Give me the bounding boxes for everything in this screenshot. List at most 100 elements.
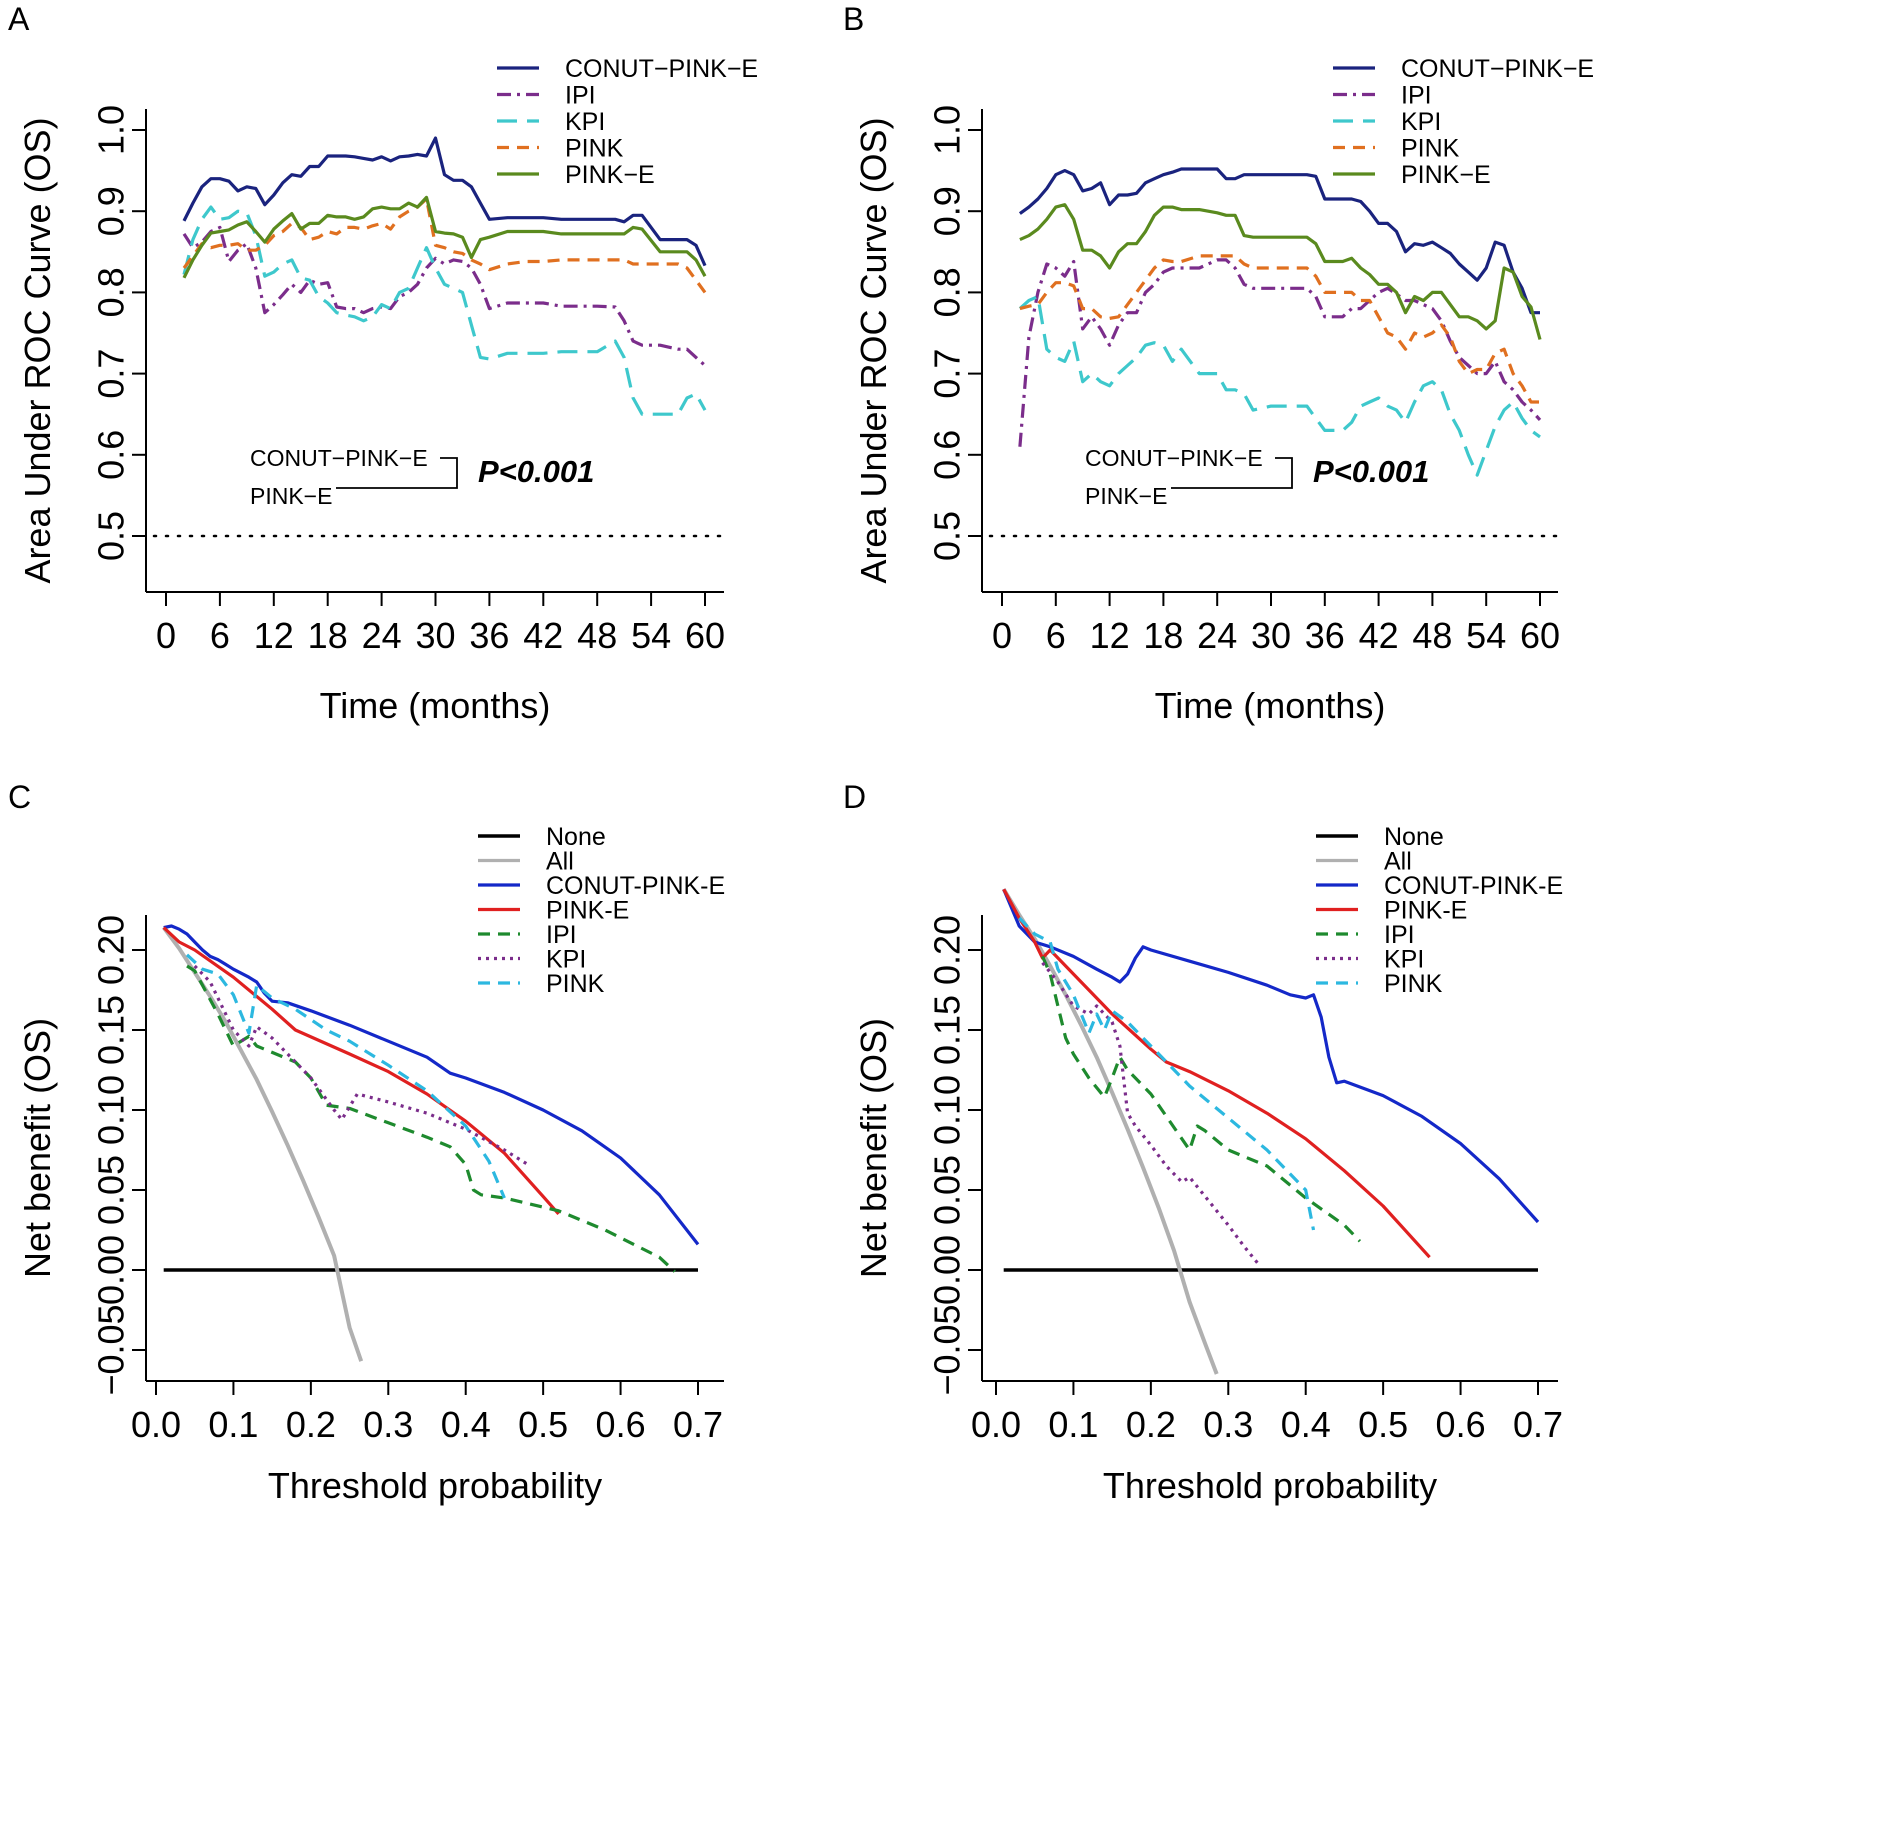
x-axis-title: Threshold probability	[1103, 1465, 1437, 1506]
y-axis-title: Net benefit (OS)	[17, 1018, 58, 1278]
legend-entry: PINK	[1401, 135, 1460, 163]
y-tick-label: 0.7	[927, 349, 968, 399]
series-line-pink-e	[1019, 203, 1542, 340]
series-line-all	[162, 926, 364, 1362]
legend-entry: PINK	[546, 970, 605, 998]
x-tick-label: 0.0	[971, 1404, 1021, 1445]
y-tick-label: 0.20	[91, 915, 132, 985]
x-tick-label: 0.0	[131, 1404, 181, 1445]
x-tick-label: 42	[1359, 615, 1399, 656]
x-tick-label: 42	[523, 615, 563, 656]
annotation-bracket	[336, 457, 458, 489]
x-tick-label: 48	[577, 615, 617, 656]
x-tick-label: 0.2	[286, 1404, 336, 1445]
x-tick-label: 12	[254, 615, 294, 656]
x-tick-label: 18	[1143, 615, 1183, 656]
annotation-bracket	[1171, 457, 1293, 489]
x-tick-label: 36	[469, 615, 509, 656]
legend-entry: CONUT-PINK-E	[546, 872, 725, 900]
x-tick-label: 0.6	[596, 1404, 646, 1445]
series-line-conut-pink-e	[182, 136, 707, 267]
x-tick-label: 0.3	[363, 1404, 413, 1445]
annotation-label-bottom: PINK−E	[250, 483, 332, 509]
y-tick-label: 0.00	[91, 1235, 132, 1305]
y-tick-label: −0.05	[91, 1304, 132, 1395]
x-tick-label: 0.5	[1358, 1404, 1408, 1445]
series-line-kpi	[182, 205, 707, 416]
legend-entry: PINK−E	[565, 161, 655, 189]
y-tick-label: 0.15	[91, 995, 132, 1065]
annotation-label-top: CONUT−PINK−E	[250, 445, 428, 471]
series-line-ipi	[186, 964, 676, 1273]
x-tick-label: 0.4	[1281, 1404, 1331, 1445]
series-line-ipi	[1041, 955, 1362, 1243]
x-tick-label: 6	[1046, 615, 1066, 656]
x-tick-label: 0.2	[1126, 1404, 1176, 1445]
series-line-kpi	[193, 964, 529, 1166]
x-tick-label: 0	[156, 615, 176, 656]
series-line-pink-e	[162, 926, 560, 1216]
series-line-pink	[182, 197, 707, 294]
legend-entry: IPI	[1401, 82, 1432, 110]
series-line-all	[1001, 888, 1219, 1375]
panel-d: D 0.0 0.1 0.2 0.3 0.4 0.5 0.6 0.7 −0.050.00 0.05 0.…	[843, 779, 1563, 1506]
y-tick-label: 0.05	[91, 1155, 132, 1225]
series-line-ipi	[1018, 258, 1542, 447]
x-tick-label: 54	[1466, 615, 1506, 656]
series-line-pink	[1019, 254, 1540, 404]
legend-entry: PINK	[1384, 970, 1443, 998]
legend-entry: IPI	[546, 921, 577, 949]
x-tick-label: 0.3	[1203, 1404, 1253, 1445]
legend-entry: All	[546, 848, 574, 876]
x-tick-label: 60	[685, 615, 725, 656]
x-axis-title: Time (months)	[1155, 685, 1386, 726]
legend-entry: KPI	[1401, 108, 1441, 136]
series-line-pink	[185, 953, 506, 1199]
annotation-pvalue: P<0.001	[478, 454, 594, 489]
x-tick-label: 6	[210, 615, 230, 656]
x-tick-label: 0.1	[208, 1404, 258, 1445]
y-tick-label: 0.5	[91, 511, 132, 561]
x-tick-label: 0.5	[518, 1404, 568, 1445]
y-tick-label: 0.5	[927, 511, 968, 561]
legend-entry: KPI	[1384, 946, 1424, 974]
panel-label: A	[8, 1, 30, 37]
y-tick-label: 0.7	[91, 349, 132, 399]
panel-b: B 0 6 12 18 24 30 36 42 48 54 60 0.5 0.6 0.7 0.8 0.9 1.0 T…	[843, 1, 1594, 726]
y-axis-title: Area Under ROC Curve (OS)	[17, 117, 58, 583]
series-line-conut-pink-e	[1002, 888, 1540, 1224]
y-tick-label: 0.6	[927, 430, 968, 480]
legend-entry: None	[546, 823, 606, 851]
legend-entry: IPI	[565, 82, 596, 110]
x-tick-label: 0.6	[1436, 1404, 1486, 1445]
series-line-conut-pink-e	[163, 924, 700, 1246]
series-line-ipi	[182, 225, 707, 367]
x-tick-label: 0.7	[673, 1404, 723, 1445]
legend-entry: CONUT−PINK−E	[1401, 55, 1594, 83]
legend-entry: PINK-E	[546, 897, 629, 925]
y-tick-label: 0.20	[927, 915, 968, 985]
legend-entry: None	[1384, 823, 1444, 851]
x-tick-label: 12	[1090, 615, 1130, 656]
y-axis-title: Area Under ROC Curve (OS)	[853, 117, 894, 583]
panel-label: C	[8, 779, 31, 815]
x-axis-title: Threshold probability	[268, 1465, 602, 1506]
x-tick-label: 48	[1412, 615, 1452, 656]
x-tick-label: 0.4	[441, 1404, 491, 1445]
x-tick-label: 0	[992, 615, 1012, 656]
y-tick-label: 0.00	[927, 1235, 968, 1305]
x-tick-label: 30	[1251, 615, 1291, 656]
x-tick-label: 18	[308, 615, 348, 656]
x-tick-label: 36	[1305, 615, 1345, 656]
x-tick-label: 60	[1520, 615, 1560, 656]
y-tick-label: 1.0	[91, 105, 132, 155]
y-tick-label: 0.6	[91, 430, 132, 480]
legend-entry: KPI	[546, 946, 586, 974]
x-tick-label: 24	[1197, 615, 1237, 656]
y-tick-label: 0.8	[927, 267, 968, 317]
y-tick-label: 0.9	[91, 186, 132, 236]
y-tick-label: 0.15	[927, 995, 968, 1065]
x-tick-label: 0.7	[1513, 1404, 1563, 1445]
panel-label: D	[843, 779, 866, 815]
